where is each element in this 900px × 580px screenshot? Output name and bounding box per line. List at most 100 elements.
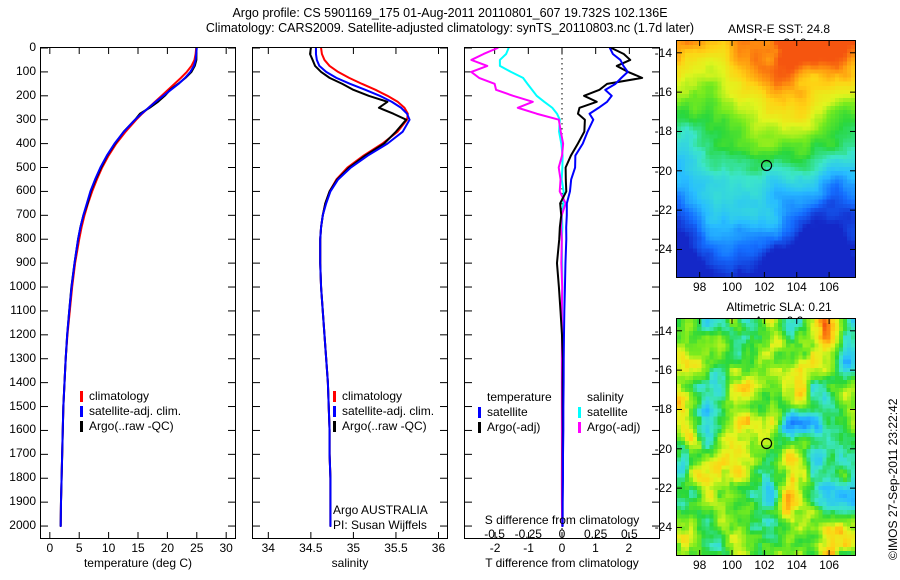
depth-tick-label: 1200 (9, 326, 36, 341)
depth-tick-label: 700 (15, 207, 36, 222)
sla-heatmap (677, 319, 855, 555)
attribution-line1: Argo AUSTRALIA (333, 503, 428, 517)
difference-legend-temperature: temperature satellite Argo(-adj) (478, 390, 552, 435)
figure-title-line2: Climatology: CARS2009. Satellite-adjuste… (205, 21, 695, 35)
legend-color-swatch (478, 422, 481, 433)
sla-map-lon-tick-label: 104 (786, 558, 807, 572)
sla-map-lat-tick-label: -16 (654, 363, 672, 378)
sst-map-lon-tick-label: 106 (819, 280, 840, 294)
depth-tick-label: 500 (15, 159, 36, 174)
sst-map-lat-tick-label: -18 (654, 124, 672, 139)
depth-tick-label: 1500 (9, 398, 36, 413)
difference-salinity-tick-label: 0.5 (621, 527, 638, 541)
sst-map-lat-tick-label: -24 (654, 242, 672, 257)
sst-map-lon-tick-label: 100 (722, 280, 743, 294)
legend-color-swatch (80, 406, 83, 417)
depth-tick-label: 1300 (9, 350, 36, 365)
legend-item: climatology (80, 389, 181, 404)
legend-item: climatology (333, 389, 434, 404)
difference-temperature-tick-label: -2 (489, 541, 501, 555)
legend-color-swatch (333, 406, 336, 417)
temperature-tick-label: 20 (160, 541, 175, 555)
difference-temperature-axis-label: T difference from climatology (485, 556, 639, 570)
legend-color-swatch (80, 421, 83, 432)
legend-item: satellite (478, 405, 552, 420)
temperature-profile-panel (40, 47, 236, 539)
depth-tick-label: 600 (15, 183, 36, 198)
difference-profile-plot (465, 48, 659, 538)
salinity-legend: climatology satellite-adj. clim. Argo(..ra… (333, 389, 434, 434)
salinity-profile-panel (252, 47, 448, 539)
legend-label: satellite (487, 405, 528, 419)
depth-tick-label: 300 (15, 111, 36, 126)
legend-label: Argo(..raw -QC) (342, 419, 427, 433)
depth-tick-label: 1800 (9, 470, 36, 485)
legend-color-swatch (333, 391, 336, 402)
temperature-tick-label: 0 (46, 541, 54, 555)
difference-legend-salinity: salinity satellite Argo(-adj) (578, 390, 640, 435)
difference-temperature-tick-label: -1 (523, 541, 534, 555)
salinity-tick-label: 34 (261, 541, 275, 555)
depth-tick-label: 1000 (9, 279, 36, 294)
depth-tick-label: 1900 (9, 494, 36, 509)
sla-map-lat-tick-label: -24 (654, 520, 672, 535)
difference-salinity-tick-label: 0 (558, 527, 566, 541)
depth-tick-label: 200 (15, 87, 36, 102)
legend-item: satellite (578, 405, 640, 420)
legend-label: satellite-adj. clim. (89, 404, 182, 418)
legend-group-title: temperature (487, 390, 552, 404)
difference-salinity-tick-label: -0.25 (514, 527, 542, 541)
legend-color-swatch (578, 407, 581, 418)
temperature-tick-label: 30 (219, 541, 233, 555)
difference-temperature-tick-label: 0 (558, 541, 566, 555)
depth-tick-label: 1100 (10, 302, 36, 317)
sst-map-lon-tick-label: 98 (692, 280, 707, 294)
float-position-marker (760, 159, 773, 172)
depth-tick-label: 0 (29, 40, 36, 54)
temperature-tick-label: 15 (131, 541, 145, 555)
salinity-profile-plot (253, 48, 447, 538)
difference-salinity-tick-label: -0.5 (484, 527, 505, 541)
legend-color-swatch (478, 407, 481, 418)
sla-map-panel (676, 318, 856, 556)
difference-salinity-axis-label: S difference from climatology (484, 513, 640, 527)
sla-map-lon-tick-label: 98 (692, 558, 707, 572)
attribution-line2: PI: Susan Wijffels (333, 518, 427, 532)
depth-tick-label: 2000 (9, 518, 36, 533)
legend-item: satellite-adj. clim. (80, 404, 181, 419)
salinity-tick-label: 36 (431, 541, 446, 555)
sla-map-lat-tick-label: -14 (654, 323, 672, 338)
salinity-tick-label: 35 (346, 541, 361, 555)
difference-temperature-tick-label: 2 (625, 541, 633, 555)
legend-item: satellite-adj. clim. (333, 404, 434, 419)
legend-item: Argo(..raw -QC) (333, 419, 434, 434)
legend-color-swatch (333, 421, 336, 432)
temperature-tick-label: 10 (101, 541, 116, 555)
sst-heatmap (677, 41, 855, 277)
depth-tick-label: 1600 (9, 422, 36, 437)
sla-map-lon-tick-label: 100 (722, 558, 743, 572)
figure-title-line1: Argo profile: CS 5901169_175 01-Aug-2011… (232, 6, 668, 20)
temperature-tick-label: 5 (75, 541, 83, 555)
legend-label: Argo(-adj) (587, 420, 641, 434)
legend-item: Argo(-adj) (578, 420, 640, 435)
depth-tick-label: 400 (15, 135, 36, 150)
sla-map-lat-tick-label: -20 (654, 441, 672, 456)
depth-tick-label: 900 (15, 255, 36, 270)
sst-map-panel (676, 40, 856, 278)
imos-credit: ©IMOS 27-Sep-2011 23:22:42 (886, 398, 900, 560)
legend-label: climatology (342, 389, 403, 403)
legend-color-swatch (578, 422, 581, 433)
salinity-tick-label: 35.5 (384, 541, 408, 555)
difference-temperature-tick-label: 1 (592, 541, 599, 555)
sst-map-lat-tick-label: -22 (654, 203, 672, 218)
legend-label: climatology (89, 389, 150, 403)
legend-color-swatch (80, 391, 83, 402)
sla-map-lat-tick-label: -22 (654, 481, 672, 496)
depth-tick-label: 100 (15, 63, 36, 78)
float-position-marker (760, 437, 773, 450)
legend-label: Argo(..raw -QC) (89, 419, 174, 433)
depth-tick-label: 1700 (9, 446, 36, 461)
sst-map-lon-tick-label: 104 (786, 280, 807, 294)
sla-map-lat-tick-label: -18 (654, 402, 672, 417)
